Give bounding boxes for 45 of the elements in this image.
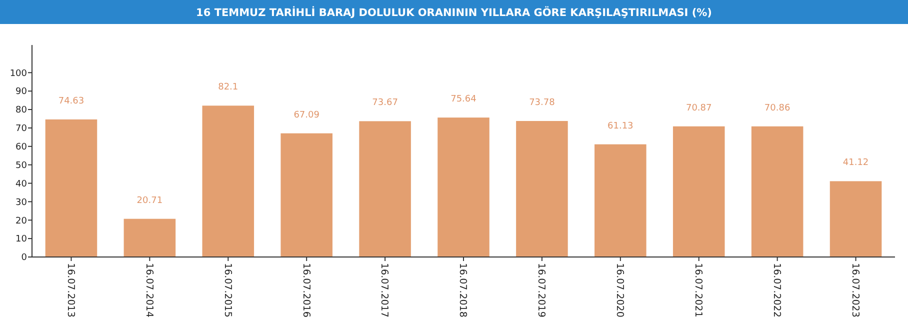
bar (202, 106, 254, 257)
bar (516, 120, 568, 257)
y-tick-label: 60 (16, 142, 28, 153)
data-label: 70.86 (764, 103, 790, 114)
y-tick-label: 100 (10, 68, 28, 79)
bar (594, 144, 646, 257)
x-tick-label: 16.07.2020 (614, 263, 626, 318)
x-tick-label: 16.07.2019 (536, 263, 547, 318)
data-label: 20.71 (136, 196, 163, 206)
y-tick-label: 40 (16, 179, 28, 190)
x-tick-label: 16.07.2022 (770, 263, 782, 318)
y-tick-label: 20 (16, 216, 28, 226)
y-tick-label: 30 (16, 198, 28, 208)
data-label: 67.09 (294, 110, 320, 120)
bar (751, 126, 804, 257)
bar (45, 119, 98, 257)
data-label: 41.12 (842, 158, 869, 168)
data-label: 82.1 (218, 82, 238, 93)
x-tick-label: 16.07.2013 (64, 263, 76, 318)
bar (672, 126, 725, 257)
data-label: 75.64 (450, 94, 477, 105)
bar (359, 121, 411, 257)
bar (830, 181, 882, 257)
x-tick-label: 16.07.2018 (457, 263, 468, 318)
y-tick-label: 10 (16, 234, 28, 245)
y-tick-label: 90 (16, 87, 28, 98)
bar (124, 218, 176, 257)
y-tick-label: 50 (16, 160, 28, 171)
chart-title: 16 TEMMUZ TARİHLİ BARAJ DOLULUK ORANININ YILLARA GÖRE KARŞILAŞTIRILMASI (%) (196, 6, 712, 19)
y-tick-label: 80 (16, 106, 28, 116)
x-tick-label: 16.07.2017 (378, 263, 390, 318)
data-label: 70.87 (686, 103, 712, 114)
y-tick-label: 70 (16, 124, 28, 134)
bar (438, 118, 490, 257)
y-tick-label: 0 (21, 253, 28, 264)
x-tick-label: 16.07.2016 (300, 263, 312, 318)
data-label: 73.67 (372, 98, 398, 108)
x-tick-label: 16.07.2021 (692, 263, 704, 318)
data-label: 74.63 (58, 96, 84, 106)
x-tick-label: 16.07.2015 (222, 263, 233, 318)
x-tick-label: 16.07.2014 (143, 263, 154, 318)
x-tick-label: 16.07.2023 (849, 263, 860, 318)
bar (280, 133, 332, 257)
data-label: 73.78 (529, 98, 556, 108)
data-label: 61.13 (608, 121, 634, 132)
